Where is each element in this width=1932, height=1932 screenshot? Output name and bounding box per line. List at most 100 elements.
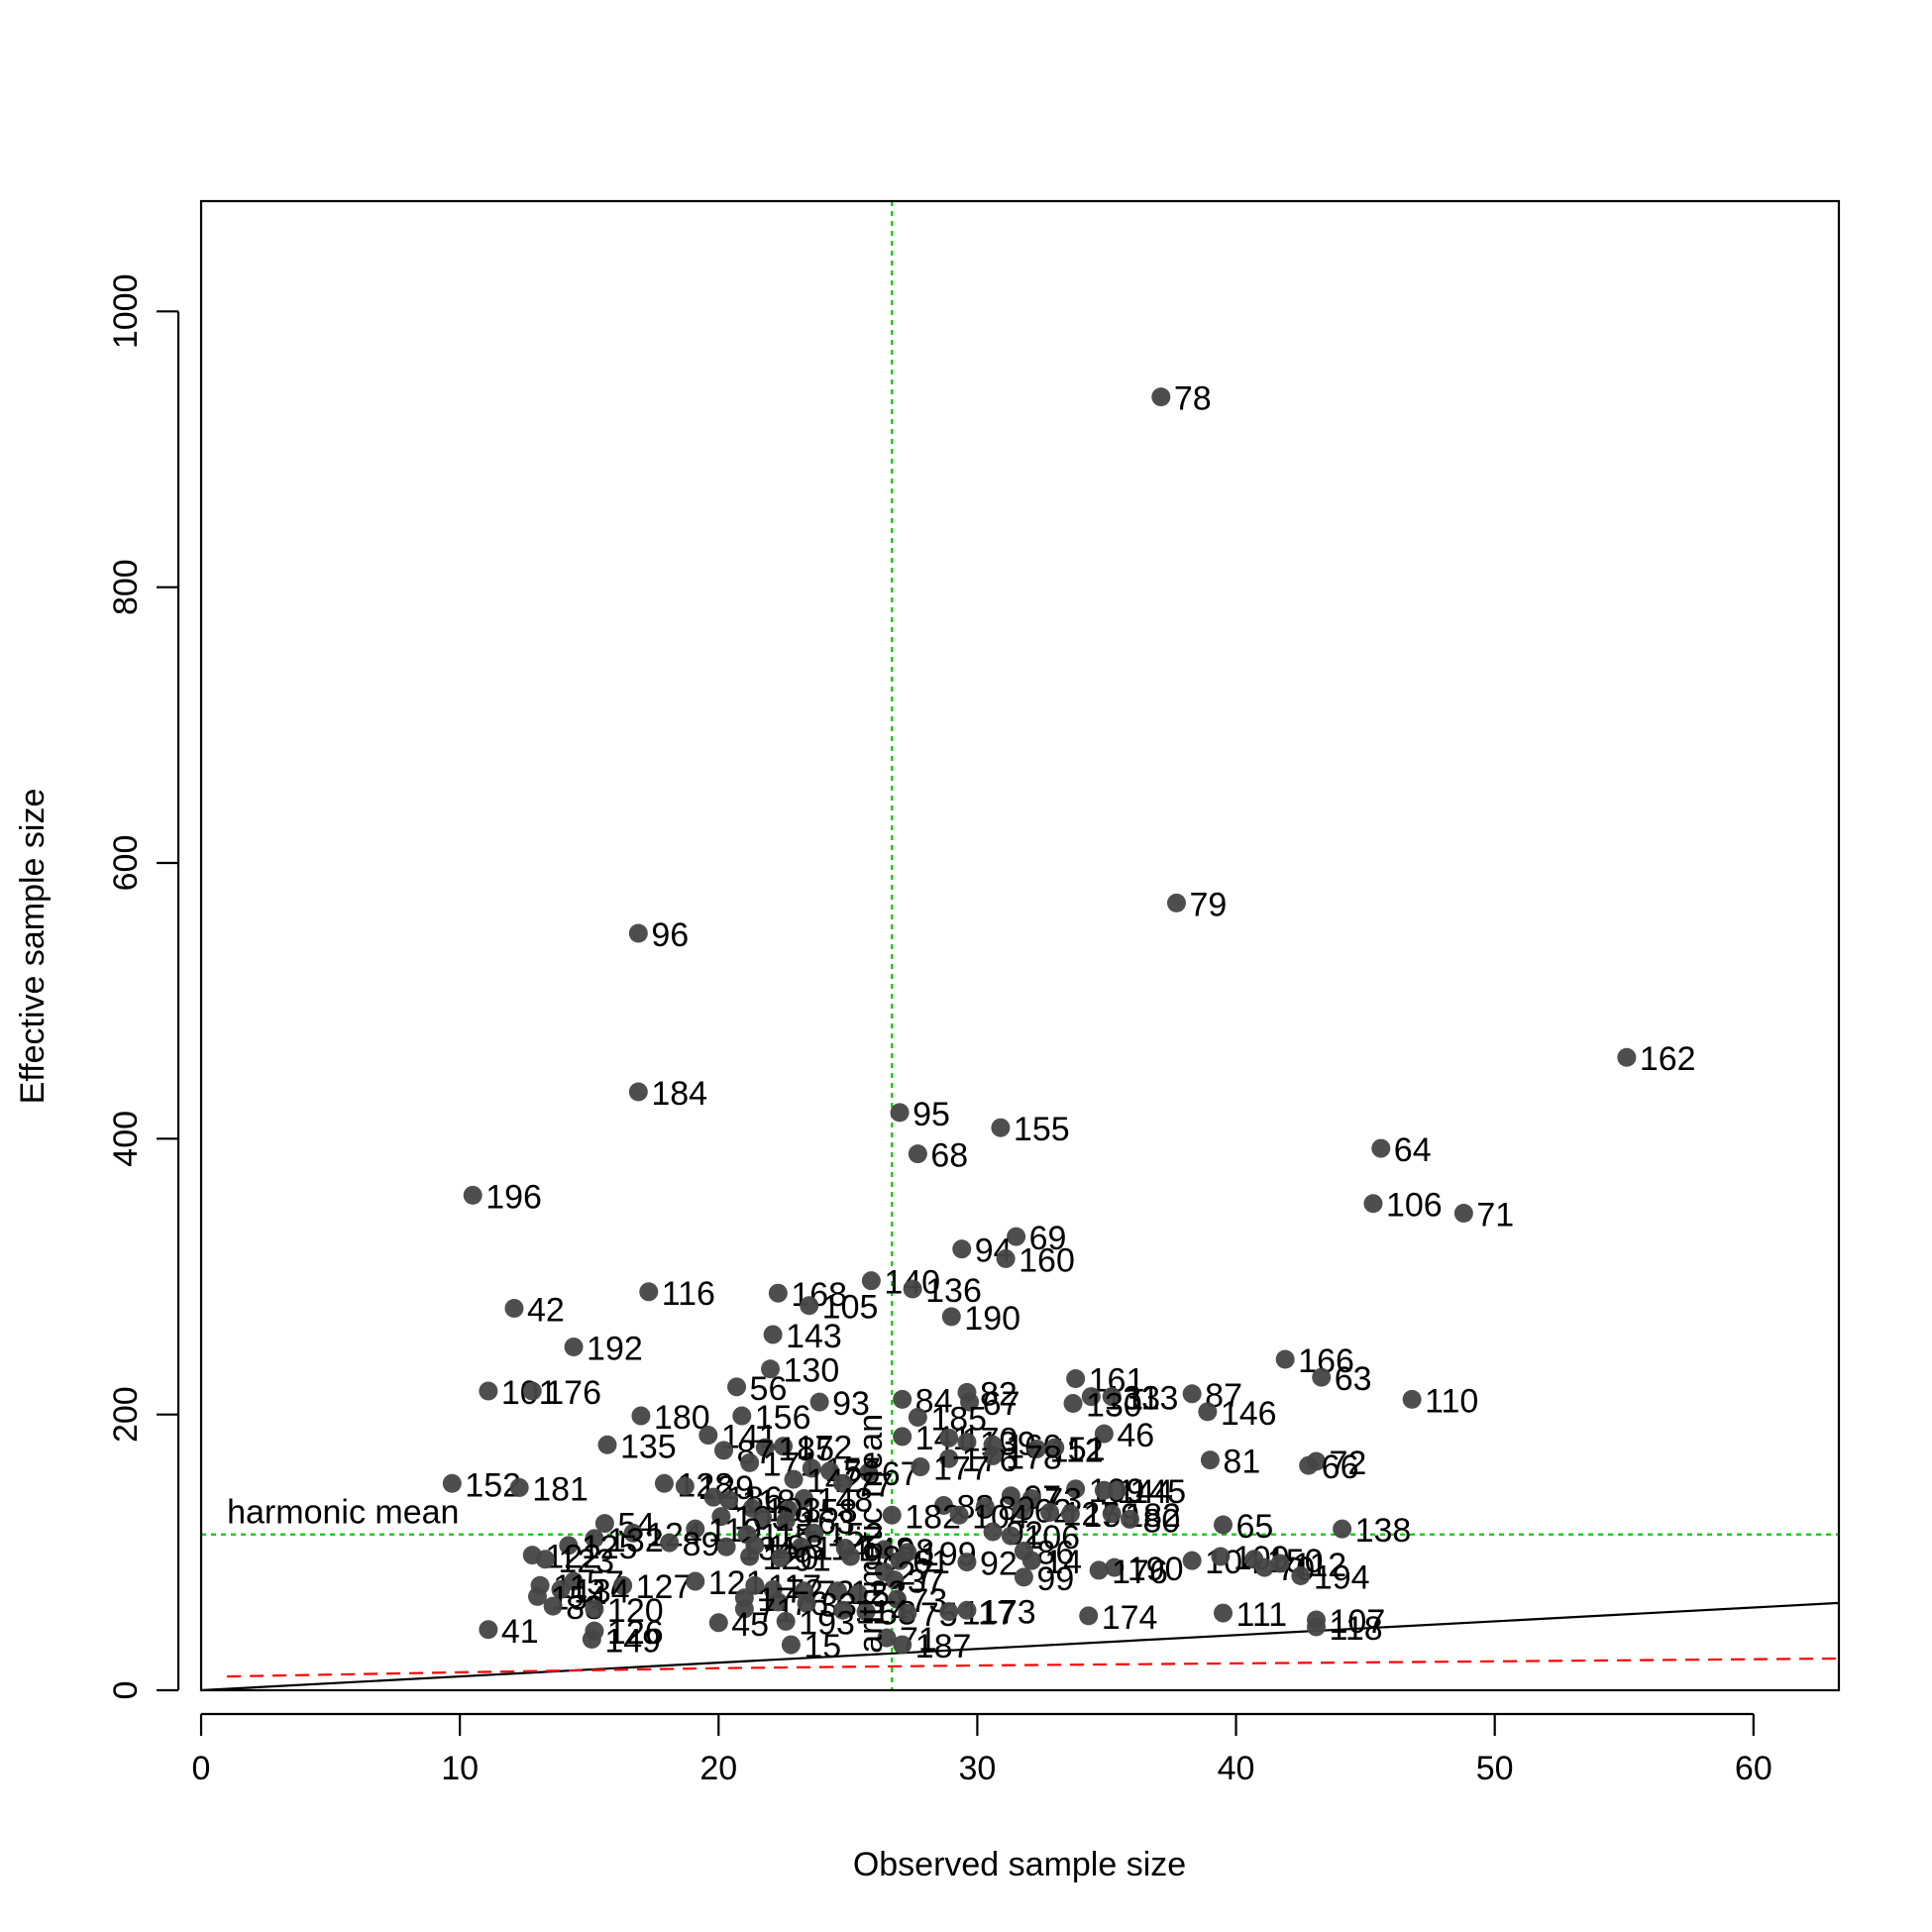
data-point <box>991 1118 1011 1137</box>
point-label: 51 <box>1068 1431 1106 1468</box>
data-point <box>753 1508 773 1528</box>
data-point <box>774 1437 794 1456</box>
point-label: 46 <box>1117 1417 1154 1454</box>
data-point <box>957 1553 977 1572</box>
data-point <box>1014 1567 1033 1587</box>
point-label: 190 <box>1127 1551 1184 1588</box>
plot-frame <box>199 199 1841 1692</box>
y-tick-label: 600 <box>107 835 145 892</box>
data-point <box>861 1271 881 1291</box>
point-label: 172 <box>797 1430 853 1467</box>
point-label: 130 <box>1086 1387 1142 1425</box>
data-point <box>776 1611 796 1631</box>
point-label: 144 <box>1117 1473 1173 1511</box>
data-point <box>781 1635 801 1655</box>
data-point <box>941 1307 961 1327</box>
data-point <box>1089 1560 1109 1580</box>
point-label: 65 <box>1235 1508 1273 1546</box>
data-point <box>957 1433 977 1451</box>
data-point <box>1198 1402 1218 1422</box>
point-label: 116 <box>662 1275 715 1313</box>
data-point <box>597 1435 617 1454</box>
data-point <box>768 1283 788 1303</box>
data-point <box>840 1547 860 1566</box>
data-point <box>903 1279 922 1299</box>
data-point <box>654 1473 674 1493</box>
harmonic-mean-label: harmonic mean <box>227 1494 459 1532</box>
point-label: 93 <box>832 1385 870 1423</box>
data-point <box>859 1462 879 1482</box>
point-label: 174 <box>1102 1599 1158 1637</box>
data-point <box>893 1389 912 1409</box>
point-label: 99 <box>1036 1560 1074 1598</box>
data-point <box>960 1392 980 1412</box>
data-point <box>504 1299 524 1319</box>
point-label: 176 <box>545 1374 601 1412</box>
point-label: 92 <box>980 1546 1018 1583</box>
data-point <box>1081 1387 1101 1407</box>
data-point <box>949 1505 969 1525</box>
data-point <box>628 923 648 943</box>
point-label: 135 <box>620 1428 677 1465</box>
y-tick-label: 1000 <box>107 274 145 350</box>
data-point <box>716 1537 736 1556</box>
data-point <box>1066 1368 1086 1388</box>
data-point <box>564 1337 584 1356</box>
point-label: 14 <box>1044 1544 1082 1581</box>
data-point <box>703 1487 723 1507</box>
data-point <box>983 1446 1003 1465</box>
data-point <box>1045 1438 1065 1457</box>
point-label: 130 <box>784 1352 840 1390</box>
data-point <box>698 1426 718 1446</box>
data-point <box>734 1599 754 1619</box>
point-label: 146 <box>1221 1395 1277 1433</box>
data-point <box>1012 1500 1031 1520</box>
data-point <box>732 1406 752 1426</box>
point-label: 177 <box>933 1450 990 1488</box>
point-label: 148 <box>816 1482 873 1520</box>
data-point <box>639 1282 659 1302</box>
data-point <box>887 1589 907 1609</box>
point-label: 120 <box>607 1592 664 1630</box>
data-point <box>827 1581 847 1601</box>
point-label: 27 <box>897 1555 934 1592</box>
point-label: 42 <box>527 1292 565 1330</box>
data-point <box>833 1600 853 1620</box>
data-point <box>675 1476 695 1496</box>
data-point <box>848 1584 868 1604</box>
data-point <box>800 1296 819 1316</box>
x-axis: 0 10 20 30 40 50 60 <box>192 1712 1772 1787</box>
point-label: 68 <box>930 1137 968 1175</box>
point-label: 86 <box>1036 1534 1074 1571</box>
data-point <box>585 1599 604 1619</box>
data-point <box>1166 893 1186 912</box>
data-point <box>442 1473 462 1493</box>
data-point <box>939 1602 959 1622</box>
data-point <box>740 1547 760 1566</box>
data-point <box>874 1540 894 1559</box>
point-label: 45 <box>731 1606 769 1644</box>
point-label: 15 <box>804 1628 841 1665</box>
data-point <box>1213 1515 1233 1535</box>
point-label: 138 <box>1355 1512 1412 1550</box>
data-point <box>1066 1479 1086 1499</box>
point-label: 127 <box>636 1568 693 1606</box>
point-label: 126 <box>607 1614 664 1652</box>
point-label: 56 <box>750 1370 788 1408</box>
point-label: 132 <box>607 1522 664 1559</box>
point-label: 143 <box>786 1318 842 1355</box>
point-label: 155 <box>1014 1111 1070 1148</box>
data-point <box>1063 1394 1083 1414</box>
data-point <box>1213 1603 1233 1623</box>
dashed-curve <box>227 1657 1840 1678</box>
data-point <box>719 1490 739 1510</box>
x-tick-label: 20 <box>699 1750 737 1787</box>
x-tick-label: 60 <box>1735 1750 1772 1787</box>
data-point <box>535 1550 555 1569</box>
point-label: 96 <box>651 916 689 954</box>
x-axis-title: Observed sample size <box>853 1846 1186 1883</box>
x-tick-label: 50 <box>1476 1750 1514 1787</box>
data-point <box>890 1103 910 1123</box>
data-point <box>893 1427 912 1447</box>
